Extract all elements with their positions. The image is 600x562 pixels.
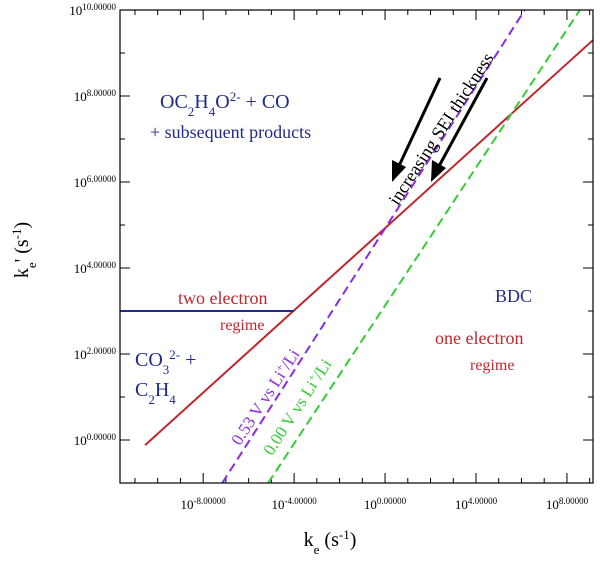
text: 3 <box>163 362 170 377</box>
text: CO <box>135 349 163 371</box>
arrow <box>396 77 442 169</box>
text: ' (s <box>11 239 33 262</box>
y-tick-label: 108.00000 <box>74 88 117 104</box>
text: regime <box>220 317 264 334</box>
annotation: one electron <box>435 328 523 348</box>
text: 4 <box>169 392 176 407</box>
text: O <box>215 91 229 113</box>
text: increasing SEI thickness <box>384 49 497 208</box>
plot-area: 10-8.00000 10-4.00000 100.00000 104.00000 10… <box>69 2 593 512</box>
annotations: OC2H4O2- + CO + subsequent products two … <box>135 49 532 458</box>
text: BDC <box>495 286 532 306</box>
text: 2- <box>230 89 241 104</box>
text: e <box>314 542 320 557</box>
annotation: increasing SEI thickness <box>384 49 497 208</box>
text: -1 <box>9 229 24 240</box>
text: 2- <box>169 347 180 362</box>
text: H <box>155 379 169 401</box>
y-tick-label: 106.00000 <box>74 174 117 190</box>
text: + <box>180 349 196 371</box>
series-line <box>267 10 581 483</box>
y-tick-label: 1010.00000 <box>69 2 116 18</box>
text: + CO <box>241 91 290 113</box>
text: (s <box>319 529 339 551</box>
arrow-head <box>431 160 446 182</box>
annotation: regime <box>220 317 264 334</box>
text: regime <box>470 357 514 374</box>
text: C <box>135 379 148 401</box>
series-line <box>221 10 526 483</box>
text: e <box>24 262 39 268</box>
x-tick-label: 100.00000 <box>364 496 407 512</box>
text: k <box>304 529 314 551</box>
y-tick-label: 104.00000 <box>74 260 117 276</box>
text: 2 <box>188 104 195 119</box>
text: two electron <box>178 288 267 308</box>
y-tick-label: 102.00000 <box>74 346 117 362</box>
arrows <box>392 77 489 182</box>
annotation: CO32- + <box>135 347 196 377</box>
text: -1 <box>339 527 350 542</box>
text: one electron <box>435 328 523 348</box>
text: + subsequent products <box>150 122 311 142</box>
y-tick-label: 100.00000 <box>74 432 117 448</box>
text: + <box>305 372 318 384</box>
annotation: regime <box>470 357 514 374</box>
x-tick-label: 10-4.00000 <box>271 496 317 512</box>
series-line <box>144 39 593 446</box>
arrow-head <box>392 160 406 182</box>
y-axis-label: ke' (s-1) <box>9 222 39 278</box>
text: k <box>11 268 33 278</box>
x-tick-label: 10-8.00000 <box>181 496 227 512</box>
x-axis-label: ke (s-1) <box>304 527 357 557</box>
text: H <box>194 91 208 113</box>
x-tick-label: 108.00000 <box>546 496 589 512</box>
text: OC <box>160 91 188 113</box>
arrow <box>436 77 489 169</box>
text: ) <box>350 529 357 551</box>
text: 4 <box>209 104 216 119</box>
text: ) <box>11 222 33 229</box>
annotation: + subsequent products <box>150 122 311 142</box>
x-tick-label: 104.00000 <box>455 496 498 512</box>
annotation: OC2H4O2- + CO <box>160 89 290 119</box>
text: 2 <box>148 392 155 407</box>
text: + <box>273 362 286 374</box>
annotation: BDC <box>495 286 532 306</box>
plot-frame <box>119 9 594 484</box>
annotation: two electron <box>178 288 267 308</box>
annotation: C2H4 <box>135 379 176 407</box>
